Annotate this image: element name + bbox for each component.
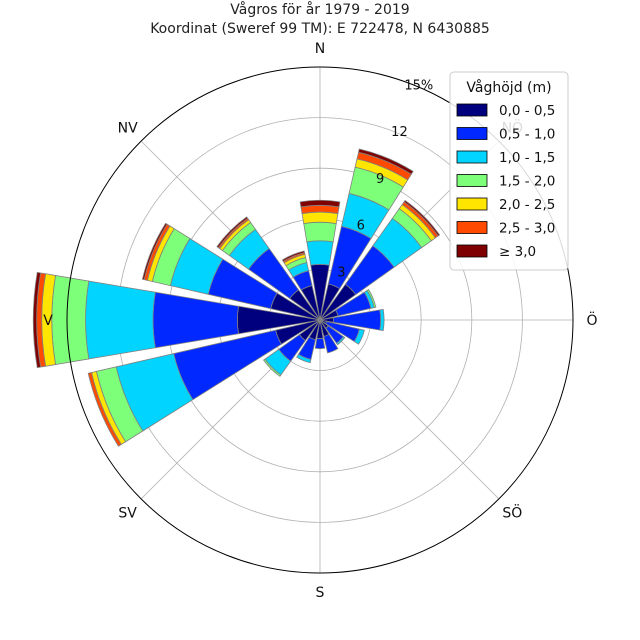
bar-SSV-bin-2 [296, 353, 312, 364]
radial-tick-3: 12 [391, 125, 408, 140]
legend-title: Våghöjd (m) [466, 79, 551, 96]
direction-label-6: V [43, 313, 53, 329]
bar-NNÖ-bin-6 [358, 148, 414, 175]
bar-N-bin-5 [300, 204, 340, 215]
bar-ÖSÖ-bin-2 [353, 328, 365, 345]
legend-swatch-3 [456, 174, 488, 187]
legend-label-4: 2,0 - 2,5 [499, 197, 555, 213]
bar-V-bin-3 [51, 274, 90, 366]
bar-N-bin-6 [299, 199, 341, 208]
legend-label-6: ≥ 3,0 [499, 244, 536, 260]
bar-N-bin-4 [301, 211, 339, 224]
bar-VNV-bin-6 [141, 222, 168, 281]
legend-swatch-5 [456, 221, 488, 234]
bar-N-bin-3 [303, 221, 337, 243]
bar-SÖ-bin-2 [336, 336, 346, 346]
outer-circle [66, 66, 574, 574]
bar-SSÖ-bin-1 [323, 333, 339, 354]
radial-tick-labels: 3 6 9 12 15% [337, 78, 433, 280]
legend-label-2: 1,0 - 1,5 [499, 150, 555, 166]
bar-V-bin-2 [85, 280, 156, 360]
legend-swatch-6 [456, 244, 488, 258]
bar-ÖNÖ-bin-3 [366, 289, 377, 309]
legend-label-3: 1,5 - 2,0 [499, 174, 555, 190]
legend-swatch-0 [456, 103, 488, 117]
direction-label-0: N [315, 41, 325, 57]
grid-spoke-3 [319, 319, 500, 500]
bar-NÖ-bin-6 [403, 199, 441, 237]
radial-tick-0: 3 [337, 265, 345, 280]
bar-Ö-bin-2 [379, 308, 385, 332]
bar-NV-bin-6 [216, 216, 249, 249]
radial-tick-2: 9 [376, 172, 384, 187]
direction-label-4: S [316, 585, 325, 601]
bar-V-bin-1 [152, 291, 239, 349]
legend: Våghöjd (m) 0,0 - 0,5 0,5 - 1,0 1,0 - 1,5 1… [449, 71, 569, 271]
direction-label-3: SÖ [502, 503, 522, 521]
chart-subtitle: Koordinat (Sweref 99 TM): E 722478, N 64… [150, 21, 490, 37]
rose-bars [32, 148, 441, 447]
bar-NNV-bin-6 [281, 250, 305, 262]
bar-N-bin-2 [306, 240, 334, 266]
radial-tick-4: 15% [404, 78, 433, 93]
legend-label-5: 2,5 - 3,0 [499, 221, 555, 237]
chart-title: Vågros för år 1979 - 2019 [230, 1, 409, 18]
legend-swatch-2 [456, 150, 488, 164]
legend-label-1: 0,5 - 1,0 [499, 127, 555, 143]
legend-swatch-1 [456, 127, 488, 140]
bar-VSV-bin-5 [87, 372, 122, 447]
direction-label-5: SV [118, 505, 137, 521]
polar-frame [66, 66, 574, 574]
legend-swatch-4 [456, 197, 488, 211]
bar-SV-bin-3 [263, 358, 282, 377]
radial-tick-1: 6 [357, 219, 365, 234]
legend-label-0: 0,0 - 0,5 [499, 103, 555, 119]
direction-label-7: NV [118, 121, 138, 137]
bar-V-bin-6 [32, 271, 42, 369]
legend-frame [449, 71, 569, 271]
direction-label-2: Ö [586, 311, 597, 329]
bar-S-bin-1 [314, 337, 326, 350]
